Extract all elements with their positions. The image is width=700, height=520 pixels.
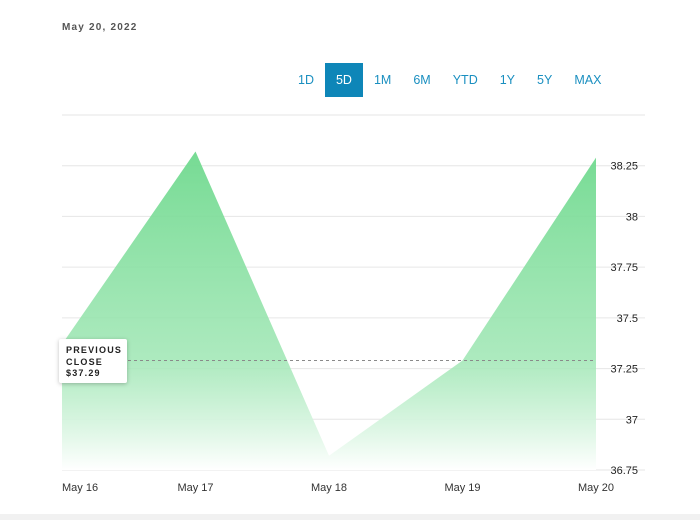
previous-close-label-line1: PREVIOUS xyxy=(66,345,123,355)
range-tab-5d[interactable]: 5D xyxy=(324,63,363,97)
range-tab-1d[interactable]: 1D xyxy=(298,73,314,87)
y-tick-label: 38 xyxy=(626,211,638,223)
x-tick-label: May 19 xyxy=(444,482,480,494)
y-tick-label: 37.25 xyxy=(610,364,638,376)
x-tick-label: May 16 xyxy=(62,482,98,494)
y-tick-label: 37.75 xyxy=(610,262,638,274)
range-tab-1m[interactable]: 1M xyxy=(373,73,392,87)
data-point-may-18 xyxy=(326,453,332,459)
range-selector: 1D 5D 1M 6M YTD 1Y 5Y MAX xyxy=(287,63,612,97)
y-tick-label: 37 xyxy=(626,414,638,426)
previous-close-tooltip: PREVIOUS CLOSE $37.29 xyxy=(59,339,127,383)
y-tick-label: 37.5 xyxy=(617,313,638,325)
data-point-may-20 xyxy=(593,155,599,161)
x-tick-label: May 18 xyxy=(311,482,347,494)
range-tab-6m[interactable]: 6M xyxy=(413,73,431,87)
range-tab-ytd[interactable]: YTD xyxy=(452,73,478,87)
previous-close-value: $37.29 xyxy=(66,368,101,378)
footer-divider xyxy=(0,514,700,520)
y-tick-label: 38.25 xyxy=(610,161,638,173)
range-tab-1y[interactable]: 1Y xyxy=(499,73,516,87)
previous-close-label-line2: CLOSE xyxy=(66,356,104,367)
range-tab-max[interactable]: MAX xyxy=(574,73,602,87)
x-tick-label: May 20 xyxy=(578,482,614,494)
data-point-may-17 xyxy=(193,149,199,155)
x-tick-label: May 17 xyxy=(177,482,213,494)
y-tick-label: 36.75 xyxy=(610,465,638,477)
range-tab-5y[interactable]: 5Y xyxy=(537,73,553,87)
page-date: May 20, 2022 xyxy=(62,22,138,33)
price-area xyxy=(62,151,596,470)
